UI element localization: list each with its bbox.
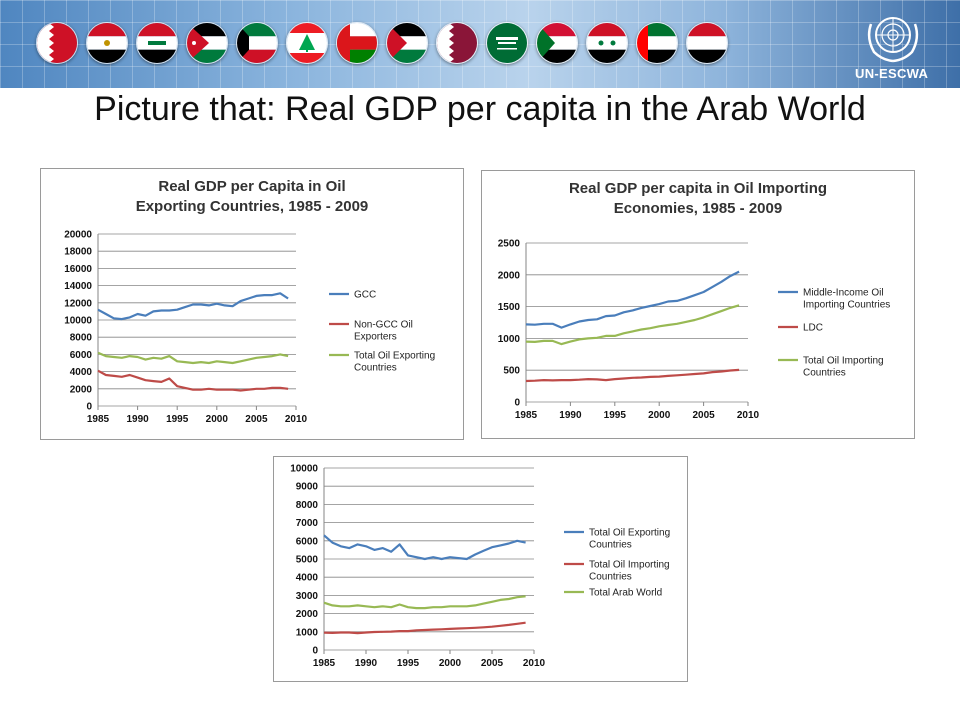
chart-panel-oil-exporting: Real GDP per Capita in Oil Exporting Coun… xyxy=(40,168,464,440)
x-tick-label: 2005 xyxy=(692,410,715,421)
y-tick-label: 1000 xyxy=(296,627,319,638)
legend-entry: Total Oil Exporting Countries xyxy=(589,528,670,551)
x-tick-label: 1990 xyxy=(355,658,378,669)
y-tick-label: 1500 xyxy=(498,302,521,313)
jordan-flag-icon xyxy=(186,22,228,64)
y-tick-label: 0 xyxy=(86,402,92,413)
x-tick-label: 1985 xyxy=(87,414,110,425)
x-tick-label: 1985 xyxy=(313,658,336,669)
chart-title: Economies, 1985 - 2009 xyxy=(614,200,782,217)
y-tick-label: 500 xyxy=(503,366,520,377)
y-tick-label: 7000 xyxy=(296,518,319,529)
y-tick-label: 12000 xyxy=(64,298,92,309)
y-tick-label: 2000 xyxy=(296,609,319,620)
egypt-flag-icon xyxy=(86,22,128,64)
x-tick-label: 2005 xyxy=(245,414,268,425)
series-line xyxy=(323,595,526,610)
x-tick-label: 2000 xyxy=(206,414,229,425)
oman-flag-icon xyxy=(336,22,378,64)
kuwait-flag-icon xyxy=(236,22,278,64)
y-tick-label: 8000 xyxy=(70,333,93,344)
x-tick-label: 2000 xyxy=(648,410,671,421)
legend-entry: Total Oil Exporting Countries xyxy=(354,351,435,374)
y-tick-label: 18000 xyxy=(64,247,92,258)
y-tick-label: 2000 xyxy=(70,384,93,395)
y-tick-label: 10000 xyxy=(64,316,92,327)
x-tick-label: 1990 xyxy=(126,414,149,425)
org-label: UN-ESCWA xyxy=(855,66,929,81)
series-line xyxy=(525,270,740,329)
legend-entry: Total Oil Importing Countries xyxy=(803,356,884,379)
x-tick-label: 1995 xyxy=(166,414,189,425)
saudi-arabia-flag-icon xyxy=(486,22,528,64)
slide-title: Picture that: Real GDP per capita in the… xyxy=(94,90,866,128)
x-tick-label: 1995 xyxy=(604,410,627,421)
series-line xyxy=(323,621,526,635)
x-tick-label: 2010 xyxy=(285,414,308,425)
y-tick-label: 1000 xyxy=(498,334,521,345)
qatar-flag-icon xyxy=(436,22,478,64)
palestine-flag-icon xyxy=(386,22,428,64)
x-tick-label: 2000 xyxy=(439,658,462,669)
y-tick-label: 0 xyxy=(312,646,318,657)
y-tick-label: 2000 xyxy=(498,270,521,281)
y-tick-label: 5000 xyxy=(296,555,319,566)
chart-oil-exporting: Real GDP per Capita in Oil Exporting Coun… xyxy=(64,178,435,425)
yemen-flag-icon xyxy=(686,22,728,64)
chart-panel-arab-world: 0 1000 2000 3000 4000 5000 6000 7000 8000 9000 100… xyxy=(273,456,688,682)
legend-entry: Middle-Income Oil Importing Countries xyxy=(803,288,890,311)
y-tick-label: 8000 xyxy=(296,500,319,511)
lebanon-flag-icon xyxy=(286,22,328,64)
y-tick-label: 10000 xyxy=(290,464,318,475)
x-tick-label: 2010 xyxy=(737,410,760,421)
legend-entry: Total Arab World xyxy=(589,588,662,599)
x-tick-label: 1995 xyxy=(397,658,420,669)
series-line xyxy=(97,351,289,365)
legend-entry: GCC xyxy=(354,290,376,301)
y-tick-label: 4000 xyxy=(296,573,319,584)
iraq-flag-icon xyxy=(136,22,178,64)
x-tick-label: 2010 xyxy=(523,658,546,669)
y-tick-label: 6000 xyxy=(70,350,93,361)
header-banner: UN-ESCWA xyxy=(0,0,960,88)
series-line xyxy=(97,369,289,392)
bahrain-flag-icon xyxy=(36,22,78,64)
chart-arab-world: 0 1000 2000 3000 4000 5000 6000 7000 8000 9000 100… xyxy=(290,464,670,670)
series-line xyxy=(323,534,526,561)
legend-entry: Total Oil Importing Countries xyxy=(589,560,670,583)
y-tick-label: 14000 xyxy=(64,281,92,292)
y-tick-label: 3000 xyxy=(296,591,319,602)
syria-flag-icon xyxy=(586,22,628,64)
y-tick-label: 6000 xyxy=(296,536,319,547)
y-tick-label: 0 xyxy=(514,398,520,409)
y-tick-label: 9000 xyxy=(296,482,319,493)
chart-title: Real GDP per capita in Oil Importing xyxy=(569,180,827,197)
x-tick-label: 1985 xyxy=(515,410,538,421)
x-tick-label: 2005 xyxy=(481,658,504,669)
series-line xyxy=(525,304,740,346)
uae-flag-icon xyxy=(636,22,678,64)
x-tick-label: 1990 xyxy=(559,410,582,421)
legend-entry: LDC xyxy=(803,323,823,334)
y-tick-label: 16000 xyxy=(64,264,92,275)
un-emblem-icon xyxy=(862,8,924,64)
chart-title: Real GDP per Capita in Oil xyxy=(158,178,345,195)
legend-entry: Non-GCC Oil Exporters xyxy=(354,320,413,343)
sudan-flag-icon xyxy=(536,22,578,64)
y-tick-label: 2500 xyxy=(498,239,521,250)
chart-title: Exporting Countries, 1985 - 2009 xyxy=(136,198,369,215)
chart-oil-importing: Real GDP per capita in Oil Importing Econ… xyxy=(498,180,891,421)
series-line xyxy=(97,292,289,321)
y-tick-label: 20000 xyxy=(64,230,92,241)
series-line xyxy=(525,368,740,383)
chart-panel-oil-importing: Real GDP per capita in Oil Importing Econ… xyxy=(481,170,915,439)
y-tick-label: 4000 xyxy=(70,367,93,378)
